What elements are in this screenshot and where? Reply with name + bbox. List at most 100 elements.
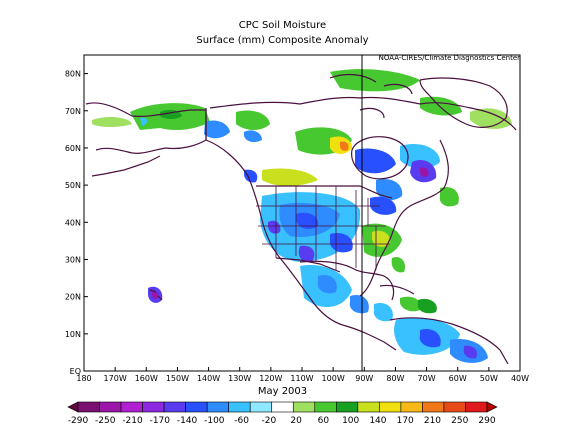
coastline-arctic-islands [329,73,413,119]
colorbar-label: 140 [369,416,386,426]
colorbar-label: 60 [318,416,330,426]
anomaly-patch [419,328,441,348]
anomaly-patch [92,117,132,127]
colorbar-swatch [249,401,273,413]
lon-tick-label: 70W [418,374,436,383]
chart-subtitle: Surface (mm) Composite Anomaly [196,35,369,46]
colorbar-label: -250 [95,416,116,426]
colorbar-label: 210 [424,416,441,426]
colorbar-label: -170 [150,416,171,426]
coastline-south-america [389,317,509,365]
anomaly-patch [420,167,429,177]
border-us-canada [256,185,393,199]
lon-axis: 180 170W 160W 150W 140W 130W 120W 110W 100W 90W 80… [76,367,529,383]
anomaly-patch [140,117,148,126]
colorbar-label: -100 [204,416,225,426]
lat-axis: EQ 10N 20N 30N 40N 50N 60N 70N 80N [65,70,88,376]
lon-tick-label: 120W [259,374,282,383]
colorbar-label: -60 [234,416,249,426]
colorbar-label: -140 [177,416,198,426]
colorbar-swatch [465,401,488,413]
anomaly-patch [439,186,459,207]
anomaly-patch [373,302,393,322]
coastlines [85,73,517,365]
chart-title: CPC Soil Moisture [238,20,327,31]
anomaly-patch [420,96,462,116]
anomaly-patch [152,291,159,299]
anomaly-patch [400,296,421,312]
lon-tick-label: 40W [511,374,529,383]
colorbar-swatch [314,401,337,413]
colorbar-swatch [422,401,445,413]
colorbar-swatch [379,401,402,413]
lat-tick-label: 40N [65,218,81,227]
lat-tick-label: 10N [65,330,81,339]
anomaly-patch [330,69,420,92]
lon-tick-label: 50W [480,374,498,383]
lat-tick-label: 80N [65,70,81,79]
colorbar-swatch [336,401,359,413]
lon-tick-label: 130W [228,374,251,383]
colorbar-label: 290 [478,416,495,426]
anomaly-patch [268,220,281,234]
lon-tick-label: 60W [449,374,467,383]
anomaly-patch [370,196,397,215]
colorbar-swatch [228,401,251,413]
colorbar-swatch [163,401,186,413]
coastline-hudson-bay [351,136,409,180]
coastline-aleutians [91,155,161,177]
colorbar-label: -210 [122,416,143,426]
coastline-east-north-america [359,139,449,297]
anomaly-patch [236,110,270,130]
anomaly-patch [262,168,318,186]
colorbar-swatch [357,401,380,413]
state-borders [256,186,390,270]
colorbar-swatch [142,401,165,413]
colorbar: -290 -250 -210 -170 -140 -100 -60 -20 20 60 100 140… [67,401,498,426]
border-us-mexico [275,257,341,273]
coastline-cuba [379,284,415,295]
coastline-arctic [209,96,517,131]
colorbar-swatch [120,401,143,413]
anomaly-patch [204,120,230,139]
coastline-hawaii [149,289,163,301]
anomaly-patch [417,298,437,314]
anomaly-patch [349,294,369,314]
anomaly-patch [244,130,262,143]
colorbar-label: 100 [342,416,359,426]
anomaly-patch [340,141,349,151]
colorbar-max-arrow [486,401,498,413]
anomaly-patch [372,230,391,247]
colorbar-label: -20 [262,416,277,426]
lat-tick-label: EQ [70,367,81,376]
lon-tick-label: 180 [76,374,91,383]
lon-tick-label: 160W [135,374,158,383]
anomaly-patch [298,245,315,263]
coastline-greenland [419,77,508,128]
colorbar-label: 170 [397,416,414,426]
colorbar-swatch [443,401,466,413]
lon-tick-label: 80W [386,374,404,383]
anomaly-patch [296,212,319,229]
lat-tick-label: 60N [65,144,81,153]
anomaly-patch [244,169,258,183]
lon-tick-label: 140W [197,374,220,383]
colorbar-label: -290 [68,416,89,426]
period-label: May 2003 [257,386,308,397]
coastline-alaska [85,102,207,154]
lat-tick-label: 70N [65,107,81,116]
colorbar-swatch [292,401,316,413]
anomaly-field [92,69,512,363]
lon-tick-label: 110W [290,374,313,383]
anomaly-patch [400,143,440,169]
lat-tick-label: 30N [65,255,81,264]
anomaly-patch [463,345,478,359]
credit-label: NOAA-CIRES/Climate Diagnostics Center [378,54,520,62]
colorbar-swatch [185,401,208,413]
lon-tick-label: 150W [166,374,189,383]
colorbar-min-arrow [67,401,79,413]
colorbar-swatch [77,401,100,413]
anomaly-patch [317,274,337,294]
colorbar-swatch [271,401,294,413]
